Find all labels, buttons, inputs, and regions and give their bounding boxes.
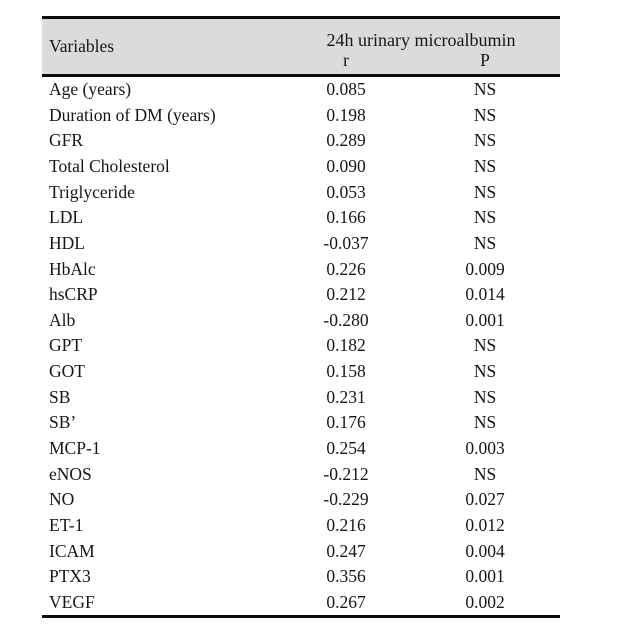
table-body: Age (years) 0.085 NS Duration of DM (yea… <box>42 76 560 617</box>
p-value-cell: NS <box>473 361 497 382</box>
table-row: ET-1 0.216 0.012 <box>42 513 560 539</box>
table-row: GPT 0.182 NS <box>42 333 560 359</box>
variable-cell: GFR <box>49 130 84 151</box>
variable-cell: GPT <box>49 335 83 356</box>
p-value-cell: 0.002 <box>465 591 505 612</box>
correlation-table: Variables 24h urinary microalbumin r P A… <box>42 16 560 619</box>
r-value-cell: 0.090 <box>326 155 366 176</box>
p-value-cell: NS <box>473 232 497 253</box>
variable-cell: ICAM <box>49 540 95 561</box>
p-value-cell: 0.014 <box>465 284 505 305</box>
variable-cell: HDL <box>49 232 85 253</box>
variable-cell: LDL <box>49 207 84 228</box>
r-value-cell: 0.085 <box>326 79 366 100</box>
table-row: HbAlc 0.226 0.009 <box>42 256 560 282</box>
header-variables: Variables <box>42 17 282 77</box>
r-value-cell: 0.198 <box>326 104 366 125</box>
variable-cell: Duration of DM (years) <box>49 104 216 125</box>
p-value-cell: 0.027 <box>465 489 505 510</box>
table-row: Total Cholesterol 0.090 NS <box>42 154 560 180</box>
header-p-column: P <box>410 51 560 77</box>
variable-cell: hsCRP <box>49 284 98 305</box>
r-value-cell: 0.289 <box>326 130 366 151</box>
p-value-cell: 0.001 <box>465 309 505 330</box>
variable-cell: GOT <box>49 361 85 382</box>
table-row: Alb -0.280 0.001 <box>42 308 560 334</box>
table-row: Age (years) 0.085 NS <box>42 76 560 103</box>
p-value-cell: 0.012 <box>465 514 505 535</box>
table-row: VEGF 0.267 0.002 <box>42 590 560 617</box>
r-value-cell: -0.280 <box>323 309 369 330</box>
r-value-cell: -0.229 <box>323 489 369 510</box>
p-value-cell: 0.009 <box>465 258 505 279</box>
p-value-cell: NS <box>473 130 497 151</box>
p-value-cell: NS <box>473 155 497 176</box>
header-group-24h-urinary-microalbumin: 24h urinary microalbumin <box>282 17 560 51</box>
variable-cell: SB <box>49 386 71 407</box>
p-value-cell: NS <box>473 207 497 228</box>
p-value-cell: NS <box>473 386 497 407</box>
p-value-cell: NS <box>473 335 497 356</box>
r-value-cell: 0.053 <box>326 181 366 202</box>
header-r-column: r <box>282 51 410 77</box>
variable-cell: VEGF <box>49 591 95 612</box>
r-value-cell: 0.254 <box>326 438 366 459</box>
table-row: NO -0.229 0.027 <box>42 487 560 513</box>
r-value-cell: 0.267 <box>326 591 366 612</box>
p-value-cell: NS <box>473 79 497 100</box>
r-value-cell: 0.356 <box>326 566 366 587</box>
table-row: eNOS -0.212 NS <box>42 462 560 488</box>
variable-cell: NO <box>49 489 75 510</box>
table-row: Triglyceride 0.053 NS <box>42 180 560 206</box>
r-value-cell: 0.226 <box>326 258 366 279</box>
p-value-cell: NS <box>473 463 497 484</box>
r-value-cell: 0.231 <box>326 386 366 407</box>
table-row: LDL 0.166 NS <box>42 205 560 231</box>
table-row: MCP-1 0.254 0.003 <box>42 436 560 462</box>
variable-cell: HbAlc <box>49 258 96 279</box>
p-value-cell: 0.001 <box>465 566 505 587</box>
table-row: HDL -0.037 NS <box>42 231 560 257</box>
p-value-cell: NS <box>473 104 497 125</box>
p-value-cell: NS <box>473 412 497 433</box>
table-row: PTX3 0.356 0.001 <box>42 564 560 590</box>
r-value-cell: -0.212 <box>323 463 369 484</box>
variable-cell: Alb <box>49 309 76 330</box>
r-value-cell: 0.212 <box>326 284 366 305</box>
table-header: Variables 24h urinary microalbumin r P <box>42 17 560 77</box>
p-value-cell: 0.004 <box>465 540 505 561</box>
variable-cell: Age (years) <box>49 79 132 100</box>
variable-cell: eNOS <box>49 463 92 484</box>
table-row: GOT 0.158 NS <box>42 359 560 385</box>
table-row: Duration of DM (years) 0.198 NS <box>42 103 560 129</box>
variable-cell: Total Cholesterol <box>49 155 170 176</box>
r-value-cell: 0.247 <box>326 540 366 561</box>
r-value-cell: 0.216 <box>326 514 366 535</box>
r-value-cell: 0.166 <box>326 207 366 228</box>
table-row: hsCRP 0.212 0.014 <box>42 282 560 308</box>
table-row: SB’ 0.176 NS <box>42 410 560 436</box>
variable-cell: Triglyceride <box>49 181 135 202</box>
variable-cell: MCP-1 <box>49 438 101 459</box>
variable-cell: SB’ <box>49 412 77 433</box>
r-value-cell: 0.182 <box>326 335 366 356</box>
variable-cell: PTX3 <box>49 566 91 587</box>
r-value-cell: 0.176 <box>326 412 366 433</box>
table-row: ICAM 0.247 0.004 <box>42 539 560 565</box>
p-value-cell: 0.003 <box>465 438 505 459</box>
r-value-cell: -0.037 <box>323 232 369 253</box>
p-value-cell: NS <box>473 181 497 202</box>
table-row: GFR 0.289 NS <box>42 128 560 154</box>
table-row: SB 0.231 NS <box>42 385 560 411</box>
correlation-table-container: Variables 24h urinary microalbumin r P A… <box>42 16 560 619</box>
variable-cell: ET-1 <box>49 514 84 535</box>
r-value-cell: 0.158 <box>326 361 366 382</box>
